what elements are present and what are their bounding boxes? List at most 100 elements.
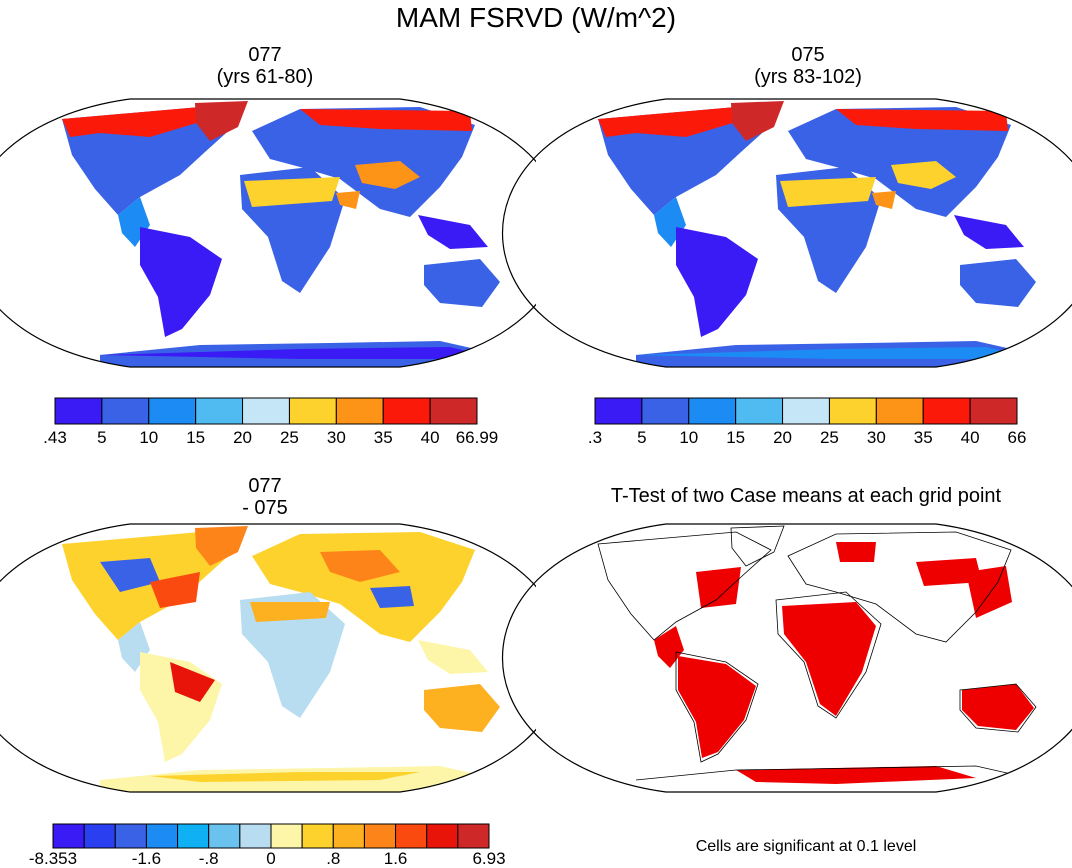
coastlines [597,525,1057,785]
sig-eurasia-central [916,558,982,586]
map-difference [0,523,566,793]
colorbar-swatch-3 [195,397,244,425]
eurasia-arctic [836,109,1008,131]
colorbar-label-0: .3 [588,428,602,447]
colorbar-swatch-2 [148,397,197,425]
colorbar-label-1: 5 [637,428,646,447]
colorbar-swatch-0 [54,397,103,425]
colorbar-swatch-4 [782,397,830,425]
colorbar-swatch-4 [242,397,290,425]
colorbar-swatch-6 [239,823,272,849]
colorbar-swatch-6 [875,397,924,425]
panel-077-title-line2: (yrs 61-80) [216,66,314,88]
colorbar-label-2: -.8 [199,849,219,868]
colorbar-swatch-6 [335,397,384,425]
antarctica-edge [100,347,500,359]
greenland [731,101,784,141]
sig-australia [962,684,1034,730]
north-america-land [62,532,235,640]
colorbar-label-9: 66.99 [456,428,499,447]
colorbar-label-4: .8 [326,849,340,868]
colorbar-label-2: 10 [679,428,698,447]
australia-land [424,259,500,307]
eurasia-arctic [300,109,472,131]
arabia-warm [872,191,896,209]
colorbar-label-8: 40 [421,428,440,447]
greenland [195,101,248,141]
colorbar-swatch-5 [208,823,241,849]
north-america-negative [100,558,160,592]
colorbar-swatch-12 [426,823,459,849]
panel-ttest-title: T-Test of two Case means at each grid po… [610,485,1002,507]
colorbar-swatch-11 [395,823,428,849]
sig-eurasia-north [836,542,876,562]
north-america-positive [150,572,200,608]
southeast-asia-islands [418,640,488,674]
south-america-land [140,227,222,337]
eurasia-positive [320,550,400,582]
colorbar-swatch-8 [301,823,334,849]
sahara-warm [780,177,876,207]
colorbar-label-6: 30 [867,428,886,447]
colorbar-label-7: 35 [374,428,393,447]
colorbar-label-2: 10 [139,428,158,447]
north-america-land [598,107,771,215]
sig-central-america [654,626,684,668]
colorbar-swatch-1 [641,397,690,425]
southeast-asia-islands [418,215,488,249]
north-america-land [62,107,235,215]
australia-land [960,259,1036,307]
colorbar-label-5: 25 [280,428,299,447]
map-075-frame [501,98,1072,368]
panel-diff-title-line1: 077 [248,475,282,497]
north-america-arctic [598,107,746,137]
colorbar-swatch-8 [429,397,478,425]
colorbar-label-7: 35 [914,428,933,447]
central-asia-warm [891,161,956,189]
colorbar-swatch-0 [52,823,85,849]
colorbar-swatch-1 [101,397,150,425]
sig-africa [782,602,876,716]
colorbar-label-1: -1.6 [132,849,161,868]
colorbar-swatch-7 [382,397,431,425]
colorbar-swatch-3 [735,397,784,425]
colorbar-label-3: 15 [726,428,745,447]
north-america-arctic [62,107,210,137]
colorbar-label-6: 6.93 [472,849,505,868]
colorbar-swatch-1 [83,823,116,849]
colorbar-label-8: 40 [961,428,980,447]
colorbar-075: .3 5 10 15 20 25 30 35 40 66 [588,397,1027,447]
antarctica-band [150,772,420,782]
central-asia-negative [370,586,414,608]
colorbar-swatch-7 [922,397,971,425]
colorbar-label-9: 66 [1008,428,1027,447]
colorbar-label-4: 20 [773,428,792,447]
africa-land [240,592,345,718]
colorbar-label-3: 0 [266,849,275,868]
map-077 [0,98,566,368]
sahara-band [250,602,330,622]
central-asia-warm [355,161,420,189]
panel-diff-title-line2: - 075 [242,497,288,519]
colorbar-label-0: .43 [43,428,67,447]
panel-075-title: 075 (yrs 83-102) [703,44,913,88]
panel-diff-title: 077 - 075 [160,475,370,519]
colorbar-swatch-9 [332,823,365,849]
arabia-warm [336,191,360,209]
map-ttest-frame [501,523,1072,793]
panel-077-title: 077 (yrs 61-80) [160,44,370,88]
southeast-asia-islands [954,215,1024,249]
eurasia-land [252,532,475,642]
colorbar-swatch-10 [363,823,397,849]
colorbar-label-4: 20 [233,428,252,447]
panel-077-title-line1: 077 [248,44,282,66]
colorbar-label-3: 15 [186,428,205,447]
panel-075-title-line1: 075 [791,44,825,66]
colorbar-label-0: -8.353 [29,849,77,868]
colorbar-swatch-2 [688,397,737,425]
sahara-warm [244,177,340,207]
colorbar-swatch-3 [145,823,179,849]
ttest-note: Cells are significant at 0.1 level [695,838,917,855]
sig-north-america-east [696,567,741,608]
colorbar-swatch-2 [114,823,147,849]
